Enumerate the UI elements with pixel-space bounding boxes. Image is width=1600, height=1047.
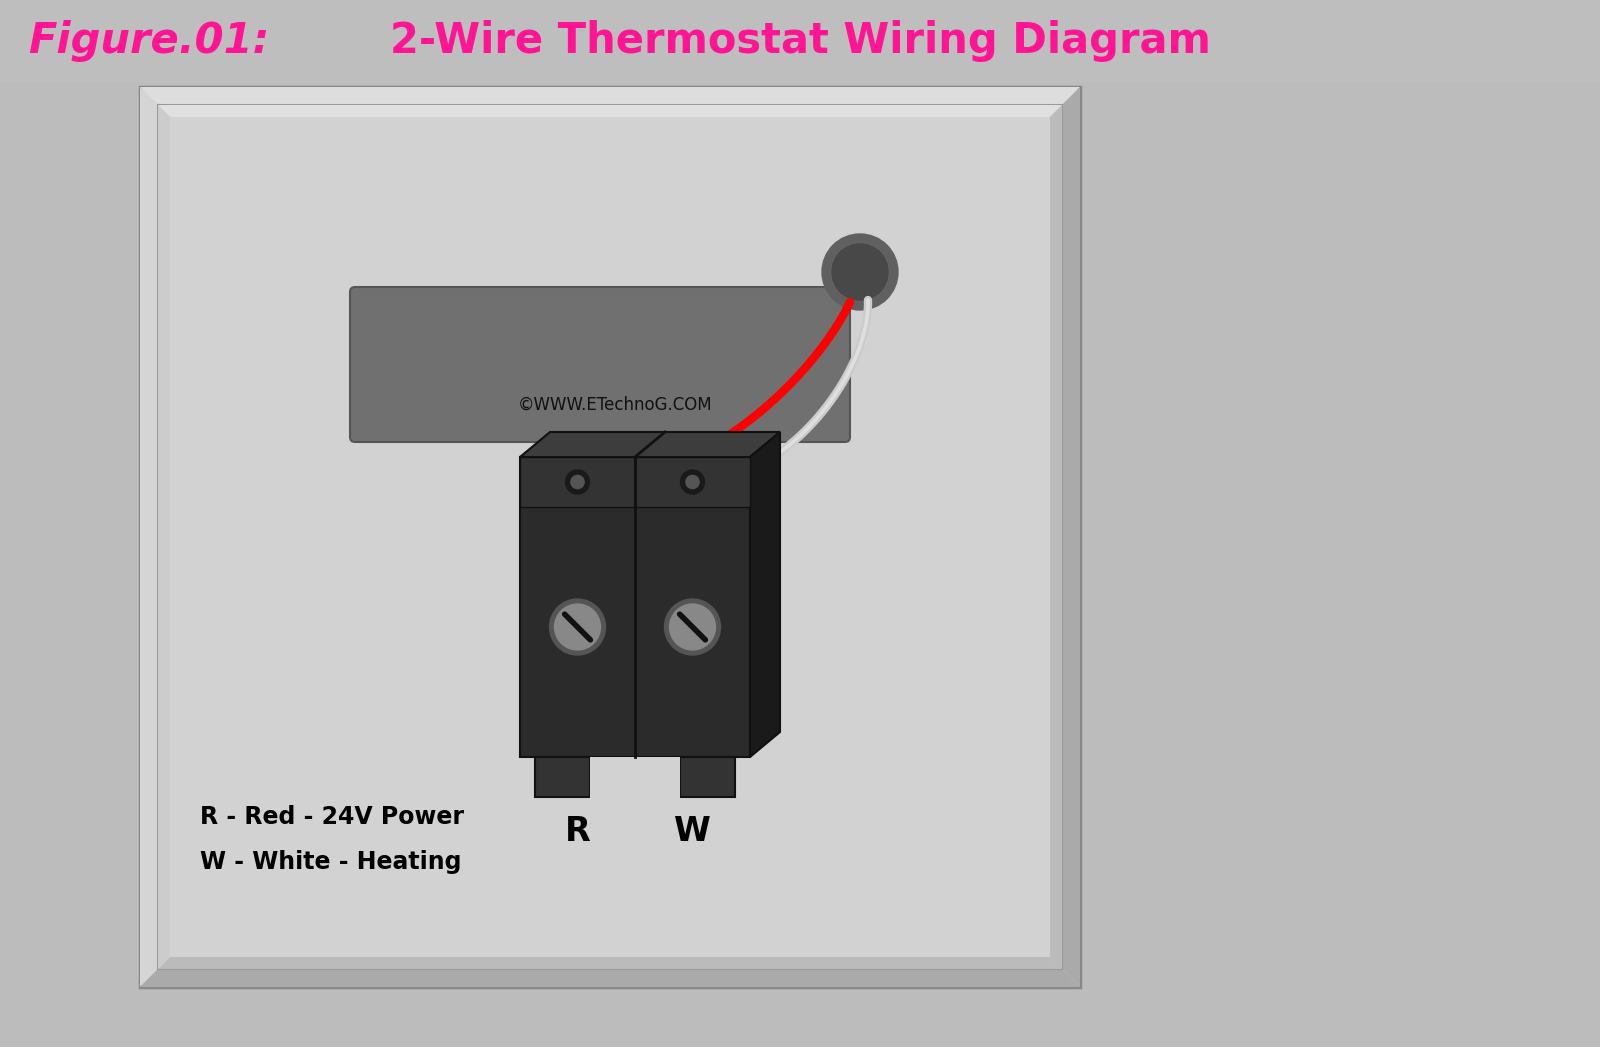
Polygon shape	[141, 87, 158, 987]
Text: W: W	[674, 815, 710, 848]
Text: R - Red - 24V Power: R - Red - 24V Power	[200, 805, 464, 829]
Polygon shape	[141, 87, 1080, 105]
Circle shape	[549, 599, 605, 655]
Polygon shape	[750, 432, 781, 757]
Bar	[520, 456, 750, 507]
Bar	[680, 757, 734, 797]
Circle shape	[565, 470, 589, 494]
Text: Figure.01:: Figure.01:	[29, 20, 269, 62]
Circle shape	[822, 233, 898, 310]
Bar	[534, 757, 590, 797]
Polygon shape	[1062, 87, 1080, 987]
FancyBboxPatch shape	[350, 287, 850, 442]
Polygon shape	[158, 105, 170, 970]
Text: 2-Wire Thermostat Wiring Diagram: 2-Wire Thermostat Wiring Diagram	[389, 20, 1211, 62]
Circle shape	[664, 599, 720, 655]
Circle shape	[571, 475, 584, 489]
Circle shape	[686, 475, 699, 489]
Bar	[590, 757, 680, 807]
Circle shape	[680, 470, 704, 494]
Polygon shape	[1050, 105, 1062, 970]
Circle shape	[555, 604, 600, 650]
Bar	[158, 105, 1062, 970]
Polygon shape	[520, 432, 781, 456]
Bar	[520, 456, 750, 757]
Bar	[0, 0, 1600, 82]
Polygon shape	[141, 970, 1080, 987]
FancyBboxPatch shape	[141, 87, 1080, 987]
Text: W - White - Heating: W - White - Heating	[200, 850, 461, 874]
Circle shape	[669, 604, 715, 650]
Polygon shape	[158, 957, 1062, 970]
Polygon shape	[158, 105, 1062, 117]
Circle shape	[832, 244, 888, 300]
Text: ©WWW.ETechnoG.COM: ©WWW.ETechnoG.COM	[518, 396, 712, 414]
Text: R: R	[565, 815, 590, 848]
